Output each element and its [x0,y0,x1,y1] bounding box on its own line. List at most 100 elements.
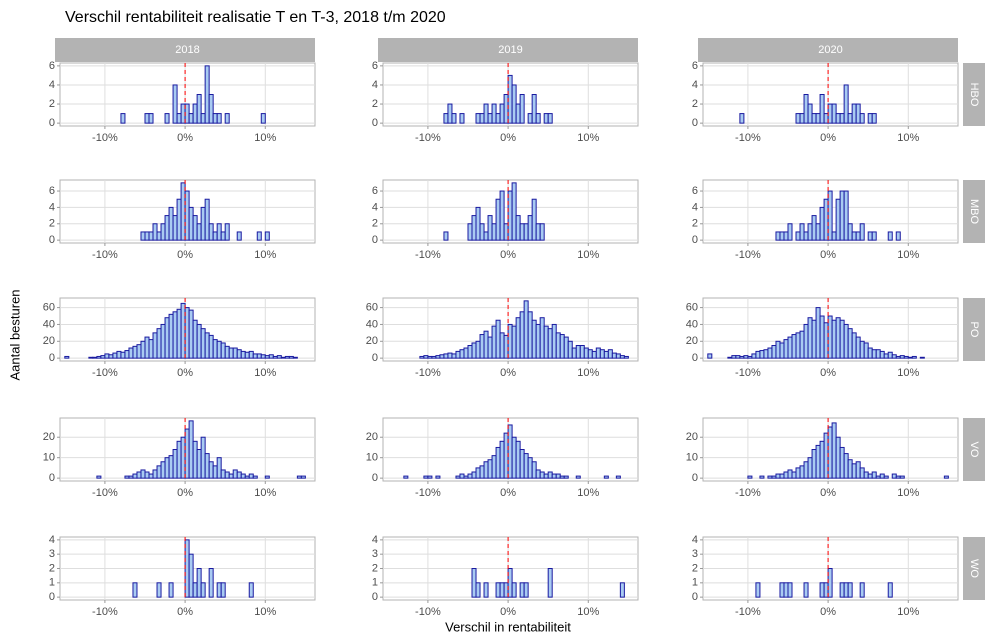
bar [192,103,198,124]
bar [188,113,194,124]
y-tick-label: 4 [49,201,55,213]
bar [779,231,785,241]
bar [871,113,877,124]
bar [224,345,230,359]
bar [827,426,833,479]
y-tick-label: 6 [372,60,378,72]
bar [835,198,841,241]
bar [451,353,457,359]
bar [747,355,753,359]
bar [799,330,805,359]
y-tick-label: 6 [692,60,698,72]
bar [775,340,781,359]
x-tick-label: -10% [415,367,441,379]
bar [216,582,222,598]
bar [252,475,258,479]
bar [855,231,861,241]
bar [583,347,589,359]
bar [232,469,238,479]
bar [507,424,513,479]
bar [767,347,773,359]
y-tick-label: 0 [372,591,378,603]
bar [248,582,254,598]
bar [871,231,877,241]
bar [891,354,897,359]
bar [491,325,497,359]
row-strip [963,418,985,481]
bar [240,350,246,359]
y-tick-label: 0 [49,234,55,246]
bar [883,353,889,359]
bar [264,475,270,479]
x-tick-label: -10% [415,487,441,499]
bar [256,353,262,359]
bar [815,444,821,479]
bar [515,440,521,479]
bar [823,113,829,124]
x-tick-label: 10% [577,487,599,499]
x-tick-label: 10% [577,606,599,618]
y-tick-label: 20 [43,431,55,443]
bar [511,582,517,598]
y-tick-label: 0 [372,472,378,484]
bar [811,215,817,241]
bar [839,113,845,124]
y-tick-label: 2 [692,218,698,230]
bar [579,345,585,359]
bar [851,463,857,479]
row-strip-label: VO [968,442,980,458]
bar [775,231,781,241]
bar [839,446,845,479]
bar [244,475,250,479]
bar [835,317,841,359]
y-tick-label: 0 [372,352,378,364]
bar [507,190,513,241]
bar [859,340,865,359]
bar [268,354,274,359]
bar [843,453,849,479]
bar [503,94,509,124]
bar [831,422,837,479]
bar [471,568,477,598]
bar [479,223,485,241]
bar [491,103,497,124]
x-tick-label: 0% [177,132,193,144]
x-tick-label: 10% [897,132,919,144]
bar [487,459,493,479]
bar [883,475,889,479]
column-strip [55,38,315,62]
row-strip [963,537,985,600]
bar [224,113,230,124]
bar [527,457,533,479]
bar [819,315,825,359]
x-tick-label: 0% [177,249,193,261]
bar [463,347,469,359]
bar [859,467,865,479]
bar [867,113,873,124]
bar [483,231,489,241]
bar [475,340,481,359]
y-tick-label: 4 [372,534,378,546]
bar [180,436,186,479]
x-tick-label: -10% [92,606,118,618]
bar [767,475,773,479]
y-tick-label: 10 [43,452,55,464]
bar [563,475,569,479]
bar [911,355,917,359]
bar [443,353,449,359]
y-tick-label: 6 [49,60,55,72]
bar [863,471,869,479]
column-strip-label: 2019 [498,44,522,56]
bar [495,582,501,598]
bar [204,65,210,124]
bar [815,223,821,241]
bar [763,349,769,359]
bar [288,355,294,359]
bar [240,473,246,479]
bar [212,339,218,359]
bar [795,231,801,241]
bar [479,113,485,124]
bar [791,334,797,359]
bar [491,455,497,479]
bar [475,467,481,479]
